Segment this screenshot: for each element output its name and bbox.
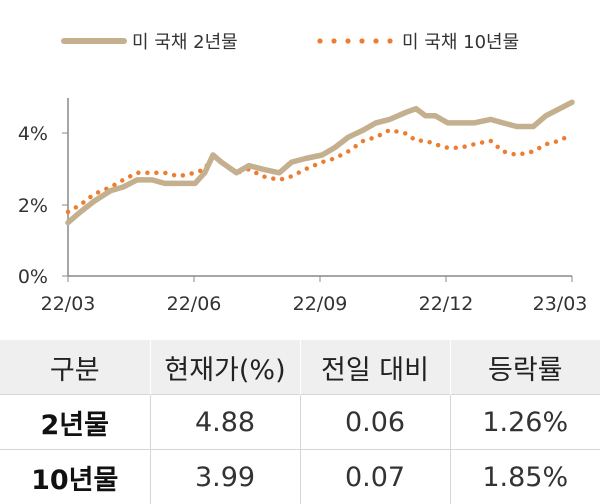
header-change: 전일 대비 bbox=[299, 340, 450, 395]
yield-summary-table: 구분 현재가(%) 전일 대비 등락률 2년물 4.88 0.06 1.26% … bbox=[0, 340, 600, 504]
legend-swatch-dot bbox=[373, 38, 379, 44]
y-tick-label-0: 0% bbox=[18, 266, 48, 288]
x-tick-label-2303: 23/03 bbox=[533, 293, 588, 315]
header-change-rate: 등락률 bbox=[449, 340, 600, 395]
x-tick-label-2212: 22/12 bbox=[419, 293, 474, 315]
change-rate-cell: 1.26% bbox=[449, 394, 600, 450]
yield-table: 구분 현재가(%) 전일 대비 등락률 2년물 4.88 0.06 1.26% … bbox=[0, 340, 600, 504]
current-price-cell: 4.88 bbox=[149, 394, 300, 450]
table-row: 2년물 4.88 0.06 1.26% bbox=[0, 394, 600, 450]
legend-label-2y: 미 국채 2년물 bbox=[132, 32, 238, 53]
current-price-cell: 3.99 bbox=[149, 449, 300, 504]
y-tick-label-4: 4% bbox=[18, 123, 48, 145]
header-category: 구분 bbox=[0, 340, 150, 395]
series-line-10y bbox=[65, 127, 575, 215]
legend-swatch-dot bbox=[317, 38, 323, 44]
legend: 미 국채 2년물 미 국채 10년물 bbox=[61, 32, 519, 53]
legend-swatch-10y bbox=[317, 38, 393, 44]
legend-swatch-dot bbox=[331, 38, 337, 44]
row-label: 10년물 bbox=[31, 464, 119, 496]
row-label: 2년물 bbox=[40, 409, 109, 441]
change-rate-cell: 1.85% bbox=[449, 449, 600, 504]
legend-swatch-dot bbox=[345, 38, 351, 44]
y-tick-label-2: 2% bbox=[18, 195, 48, 217]
yield-line-chart: 미 국채 2년물 미 국채 10년물 0% 2% 4% 22/03 22/06 … bbox=[18, 32, 588, 315]
change-cell: 0.07 bbox=[299, 449, 450, 504]
series-line-2y bbox=[65, 99, 575, 226]
legend-swatch-dot bbox=[387, 38, 393, 44]
legend-label-10y: 미 국채 10년물 bbox=[402, 32, 519, 53]
x-tick-label-2203: 22/03 bbox=[41, 293, 96, 315]
change-cell: 0.06 bbox=[299, 394, 450, 450]
x-tick-label-2209: 22/09 bbox=[293, 293, 348, 315]
x-axis-ticks: 22/03 22/06 22/09 22/12 23/03 bbox=[41, 276, 588, 315]
y-axis-ticks: 0% 2% 4% bbox=[18, 123, 68, 288]
x-tick-label-2206: 22/06 bbox=[167, 293, 222, 315]
header-current-price: 현재가(%) bbox=[149, 340, 300, 395]
table-row: 10년물 3.99 0.07 1.85% bbox=[0, 449, 600, 504]
table-header-row: 구분 현재가(%) 전일 대비 등락률 bbox=[0, 340, 600, 395]
legend-swatch-dot bbox=[359, 38, 365, 44]
